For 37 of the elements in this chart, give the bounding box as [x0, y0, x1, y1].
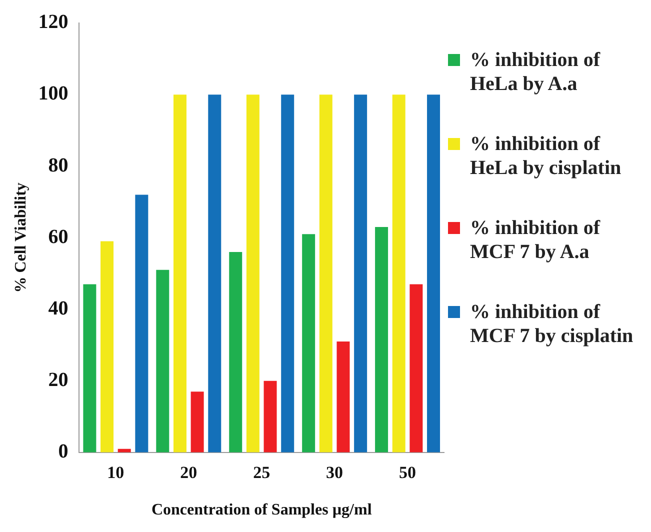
bar [208, 94, 222, 452]
bar [375, 226, 388, 452]
legend-label: % inhibition of HeLa by A.a [470, 48, 602, 96]
y-tick-label: 100 [38, 82, 68, 105]
bar [410, 284, 423, 452]
x-tick-label: 25 [253, 462, 270, 482]
legend-label: % inhibition of HeLa by cisplatin [470, 132, 622, 180]
bar [302, 234, 316, 452]
bar [190, 392, 204, 452]
legend-label: % inhibition of MCF 7 by A.a [470, 216, 602, 264]
y-tick-label: 60 [48, 226, 68, 248]
bar [173, 94, 186, 452]
bar [229, 252, 242, 452]
y-tick-label: 80 [48, 154, 68, 176]
legend-label: % inhibition of MCF 7 by cisplatin [470, 300, 634, 348]
bar [135, 194, 148, 452]
bar [264, 380, 277, 452]
y-tick-label: 0 [58, 440, 68, 463]
y-tick-label: 40 [48, 297, 68, 320]
bar [246, 94, 260, 452]
x-tick-label: 30 [326, 462, 344, 482]
y-tick-label: 20 [48, 369, 68, 392]
y-axis-title: % Cell Viability [12, 182, 30, 293]
bar [336, 341, 350, 452]
x-tick-label: 20 [180, 462, 198, 482]
bar [392, 94, 406, 452]
bar [354, 94, 368, 452]
bar [281, 94, 294, 452]
bar [83, 284, 96, 452]
x-tick-label: 10 [107, 462, 124, 482]
bar [156, 270, 170, 452]
x-axis-title: Concentration of Samples µg/ml [151, 502, 372, 519]
bar [427, 94, 440, 452]
bar [319, 94, 332, 452]
y-tick-label: 120 [38, 11, 68, 34]
bar [100, 241, 114, 452]
x-tick-label: 50 [399, 462, 416, 482]
